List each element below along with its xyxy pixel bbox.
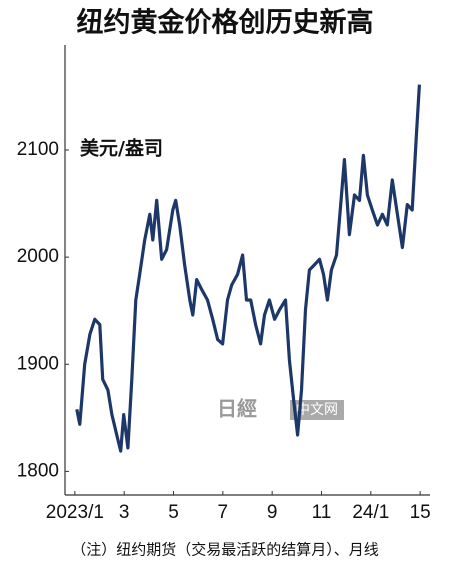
price-line: [75, 84, 421, 453]
x-tick-label: 5: [168, 502, 179, 523]
y-tick-label: 2000: [17, 246, 59, 267]
x-tick-label: 3: [119, 502, 130, 523]
x-tick-label: 9: [267, 502, 278, 523]
footnote: （注）纽约期货（交易最活跃的结算月）、月线: [71, 541, 379, 559]
x-tick-label: 24/1: [352, 502, 389, 523]
watermark-box: [290, 400, 344, 420]
chart-title: 纽约黄金价格创历史新高: [77, 7, 374, 39]
watermark-text: 中文网: [296, 402, 338, 418]
x-tick-label: 2023/1: [46, 502, 104, 523]
y-tick-label: 1800: [17, 460, 59, 481]
watermark-bg: [212, 398, 290, 420]
y-tick-label: 2100: [17, 139, 59, 160]
y-tick-label: 1900: [17, 353, 59, 374]
unit-label: 美元/盎司: [80, 137, 163, 160]
x-tick-label: 7: [218, 502, 229, 523]
watermark-logo: 日經: [217, 397, 257, 421]
x-tick-label: 15: [410, 502, 431, 523]
x-tick-label: 11: [312, 502, 332, 523]
